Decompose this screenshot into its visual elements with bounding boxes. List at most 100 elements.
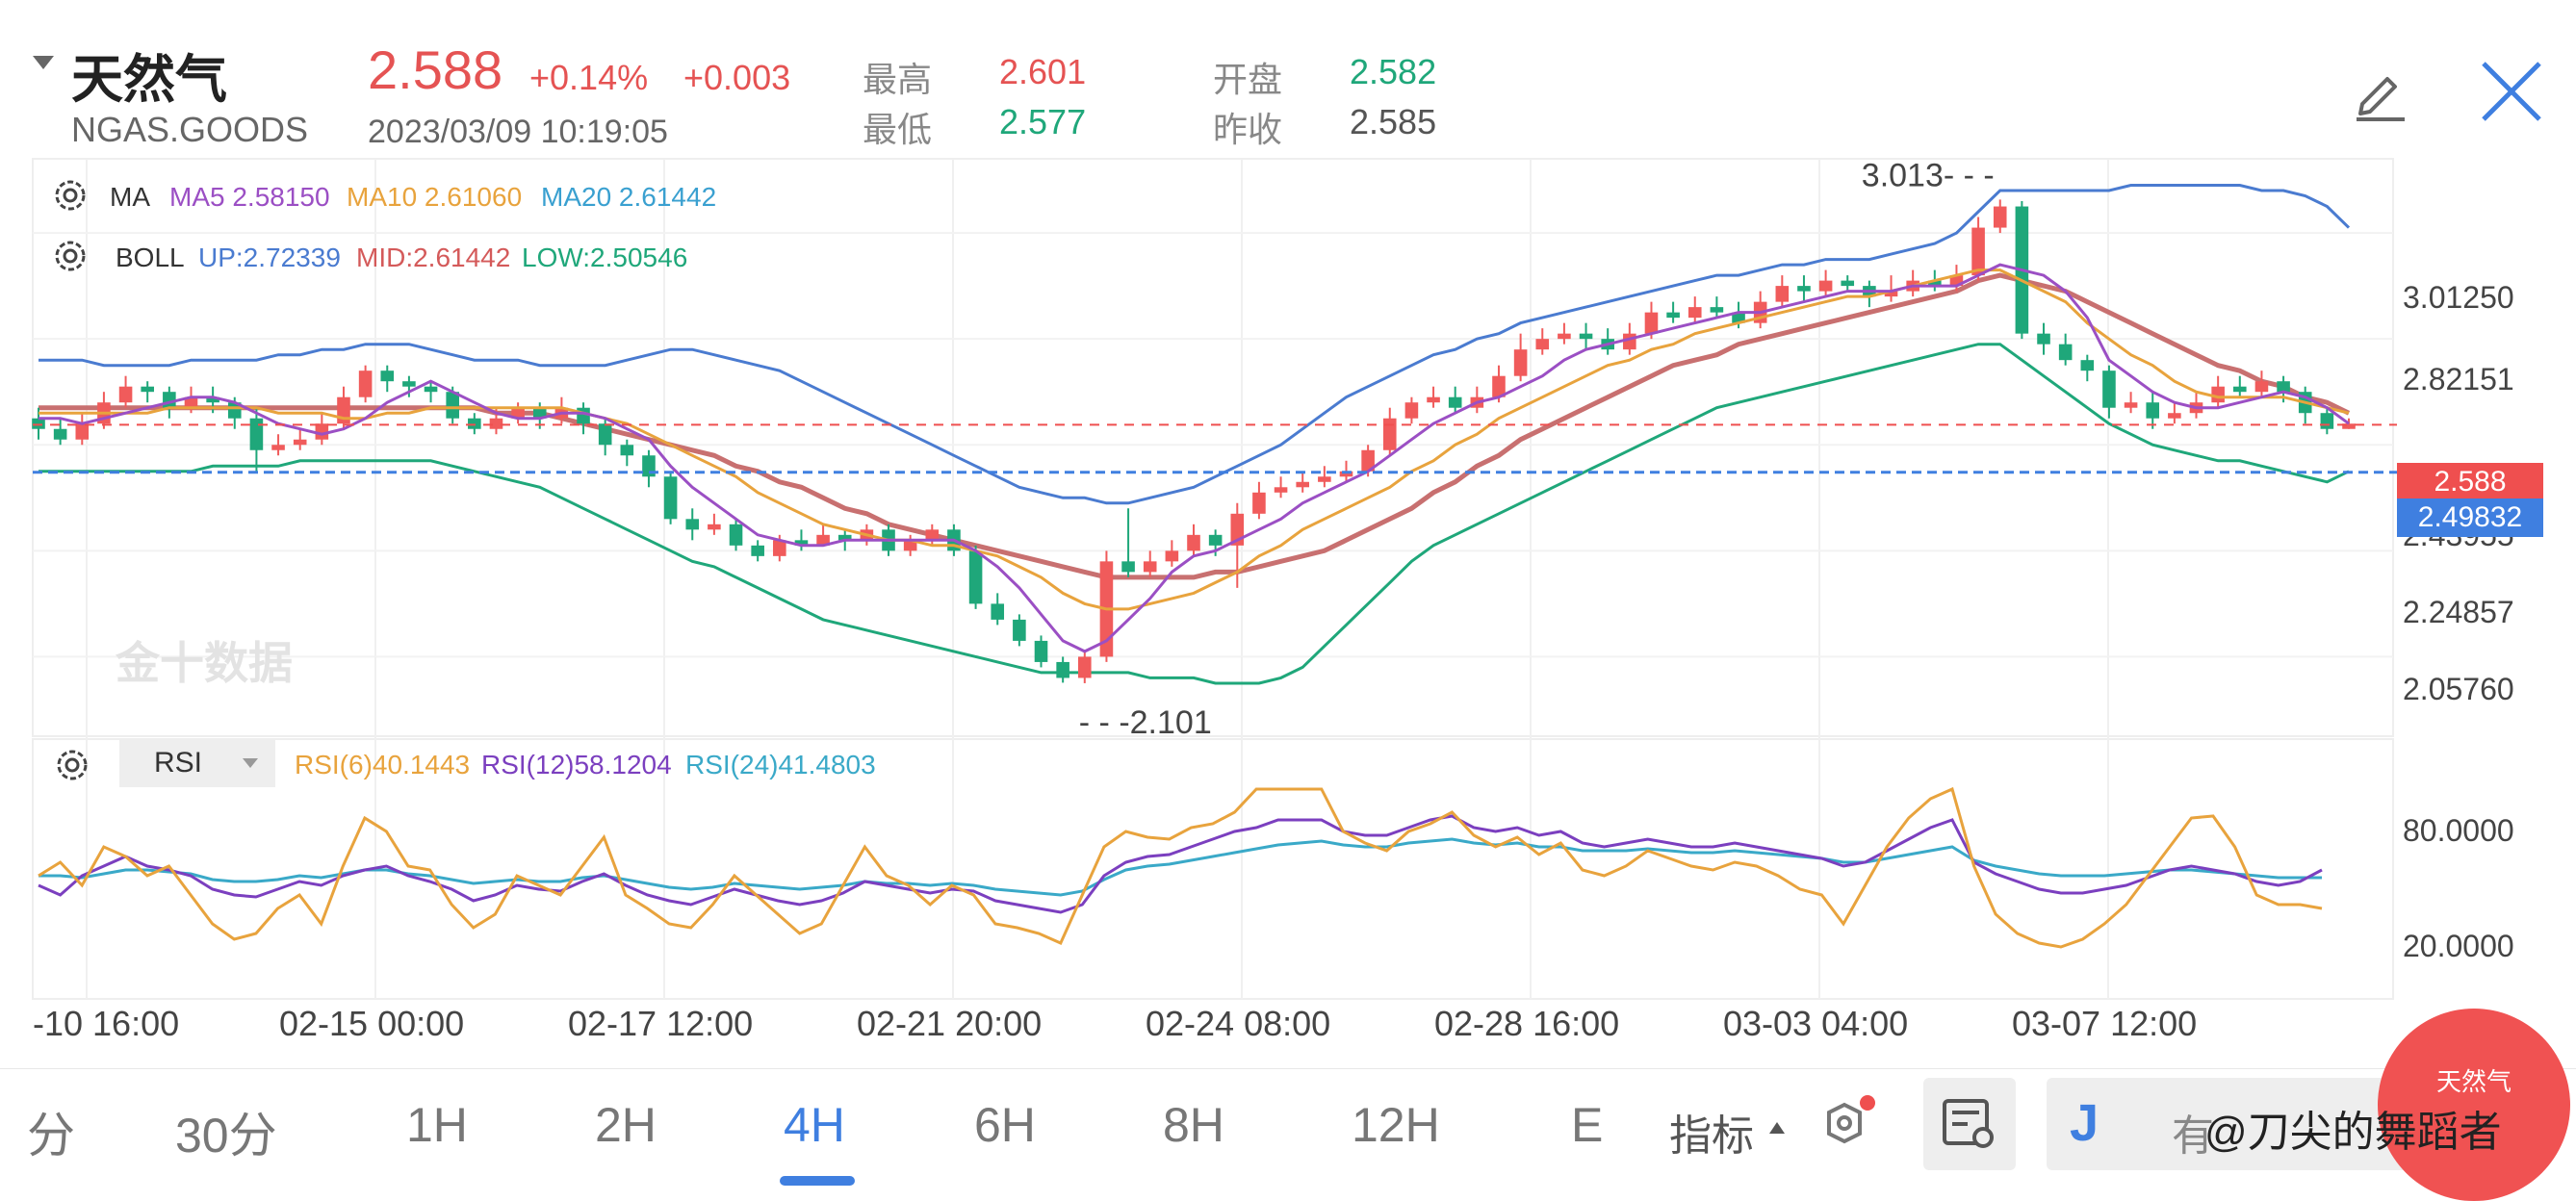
tab-12h[interactable]: 12H xyxy=(1352,1098,1440,1152)
pencil-icon[interactable] xyxy=(2349,60,2410,121)
candle-body xyxy=(773,540,786,556)
stat-open-value: 2.582 xyxy=(1350,52,1437,91)
candle xyxy=(358,365,373,403)
tab-2h[interactable]: 2H xyxy=(595,1098,657,1152)
tab-minute[interactable]: 分 xyxy=(27,1109,75,1163)
candle-body xyxy=(708,524,721,530)
candle xyxy=(903,534,917,556)
tab-1h[interactable]: 1H xyxy=(406,1098,468,1152)
rsi-panel-frame xyxy=(32,738,2394,1000)
candle xyxy=(1427,386,1440,408)
candle-body xyxy=(1252,492,1266,514)
stat-low-label: 最低 xyxy=(863,110,933,149)
settings-hex-icon[interactable] xyxy=(1817,1095,1885,1163)
stat-low-value: 2.577 xyxy=(999,102,1087,141)
tab-4h[interactable]: 4H xyxy=(784,1098,845,1152)
candle-body xyxy=(1404,402,1419,419)
rsi-tick-label: 20.0000 xyxy=(2403,929,2514,963)
tab-8h[interactable]: 8H xyxy=(1163,1098,1224,1152)
candle xyxy=(2124,392,2138,414)
tab-e[interactable]: E xyxy=(1571,1098,1604,1152)
x-tick-label: 02-24 08:00 xyxy=(1146,1004,1330,1043)
chart-grid xyxy=(32,158,2394,1000)
candle-body xyxy=(968,550,983,604)
y-tick-label: 2.05760 xyxy=(2403,672,2514,706)
candle-body xyxy=(1318,476,1331,482)
candle-body xyxy=(2233,386,2247,393)
candle-body xyxy=(2080,360,2095,371)
rsi-settings-gear-icon[interactable] xyxy=(50,743,94,787)
candle xyxy=(424,381,438,403)
candle-body xyxy=(446,392,459,419)
candle-body xyxy=(1165,550,1179,562)
rsi24-line xyxy=(39,837,2322,897)
candle xyxy=(271,434,285,456)
candle xyxy=(2233,375,2247,397)
candle-body xyxy=(2037,333,2050,345)
ma10-legend: MA10 2.61060 xyxy=(347,182,523,212)
tab-30m[interactable]: 30分 xyxy=(175,1109,277,1163)
candle xyxy=(751,540,764,562)
candle xyxy=(1187,524,1200,556)
candle xyxy=(2342,418,2356,429)
collapse-caret-icon[interactable] xyxy=(33,56,54,69)
y-tick-label: 2.82151 xyxy=(2403,362,2514,396)
candle xyxy=(577,402,590,435)
tab-6h[interactable]: 6H xyxy=(974,1098,1036,1152)
candle xyxy=(1884,275,1898,302)
candle xyxy=(968,545,983,609)
candle-body xyxy=(577,407,590,424)
boll-settings-gear-icon[interactable] xyxy=(48,234,92,278)
list-settings-button[interactable] xyxy=(1923,1078,2016,1170)
x-tick-label: 02-28 16:00 xyxy=(1434,1004,1619,1043)
candle xyxy=(1797,275,1811,302)
candle-body xyxy=(532,407,547,419)
candle-body xyxy=(816,534,830,546)
floating-badge[interactable]: 天然气 xyxy=(2378,1009,2570,1201)
indicator-button[interactable]: 指标 xyxy=(1669,1112,1754,1160)
boll-legend-label: BOLL xyxy=(116,243,185,272)
candle xyxy=(1143,550,1157,577)
candle xyxy=(729,519,743,551)
candle xyxy=(1034,635,1048,668)
candle xyxy=(337,386,350,429)
candle xyxy=(1863,280,1876,308)
candle-body xyxy=(1056,661,1069,678)
instrument-title[interactable]: 天然气 xyxy=(71,51,227,109)
candle-body xyxy=(315,423,329,440)
candle xyxy=(1558,322,1571,345)
x-tick-label: 02-17 12:00 xyxy=(568,1004,753,1043)
candle-body xyxy=(1710,307,1724,313)
candle-body xyxy=(1623,333,1636,350)
rsi-dropdown[interactable]: RSI xyxy=(119,739,275,787)
stat-high-label: 最高 xyxy=(863,60,933,99)
candle-body xyxy=(991,603,1005,620)
active-tab-indicator xyxy=(780,1176,855,1186)
candle-body xyxy=(1296,481,1309,488)
current-price: 2.588 xyxy=(368,39,503,100)
candle-body xyxy=(1492,375,1506,397)
candle-body xyxy=(468,418,481,429)
candle xyxy=(2080,354,2095,382)
candle-body xyxy=(2146,402,2160,419)
candle-body xyxy=(53,428,67,440)
candle xyxy=(97,392,111,429)
candle xyxy=(511,402,525,424)
candle-body xyxy=(1732,312,1745,323)
candle xyxy=(2298,386,2312,424)
ma-settings-gear-icon[interactable] xyxy=(48,173,92,217)
candle-body xyxy=(1078,656,1092,678)
candle-body xyxy=(1448,396,1462,408)
candle xyxy=(1252,481,1266,520)
candle-body xyxy=(249,418,264,450)
close-icon[interactable] xyxy=(2478,58,2545,125)
candle xyxy=(2037,322,2050,355)
candle-body xyxy=(75,423,90,440)
candle-body xyxy=(380,371,395,382)
candle xyxy=(2102,365,2116,419)
candle-body xyxy=(1971,227,1985,276)
candle-body xyxy=(1797,286,1811,292)
candle xyxy=(2254,371,2269,397)
candle xyxy=(1601,328,1614,355)
